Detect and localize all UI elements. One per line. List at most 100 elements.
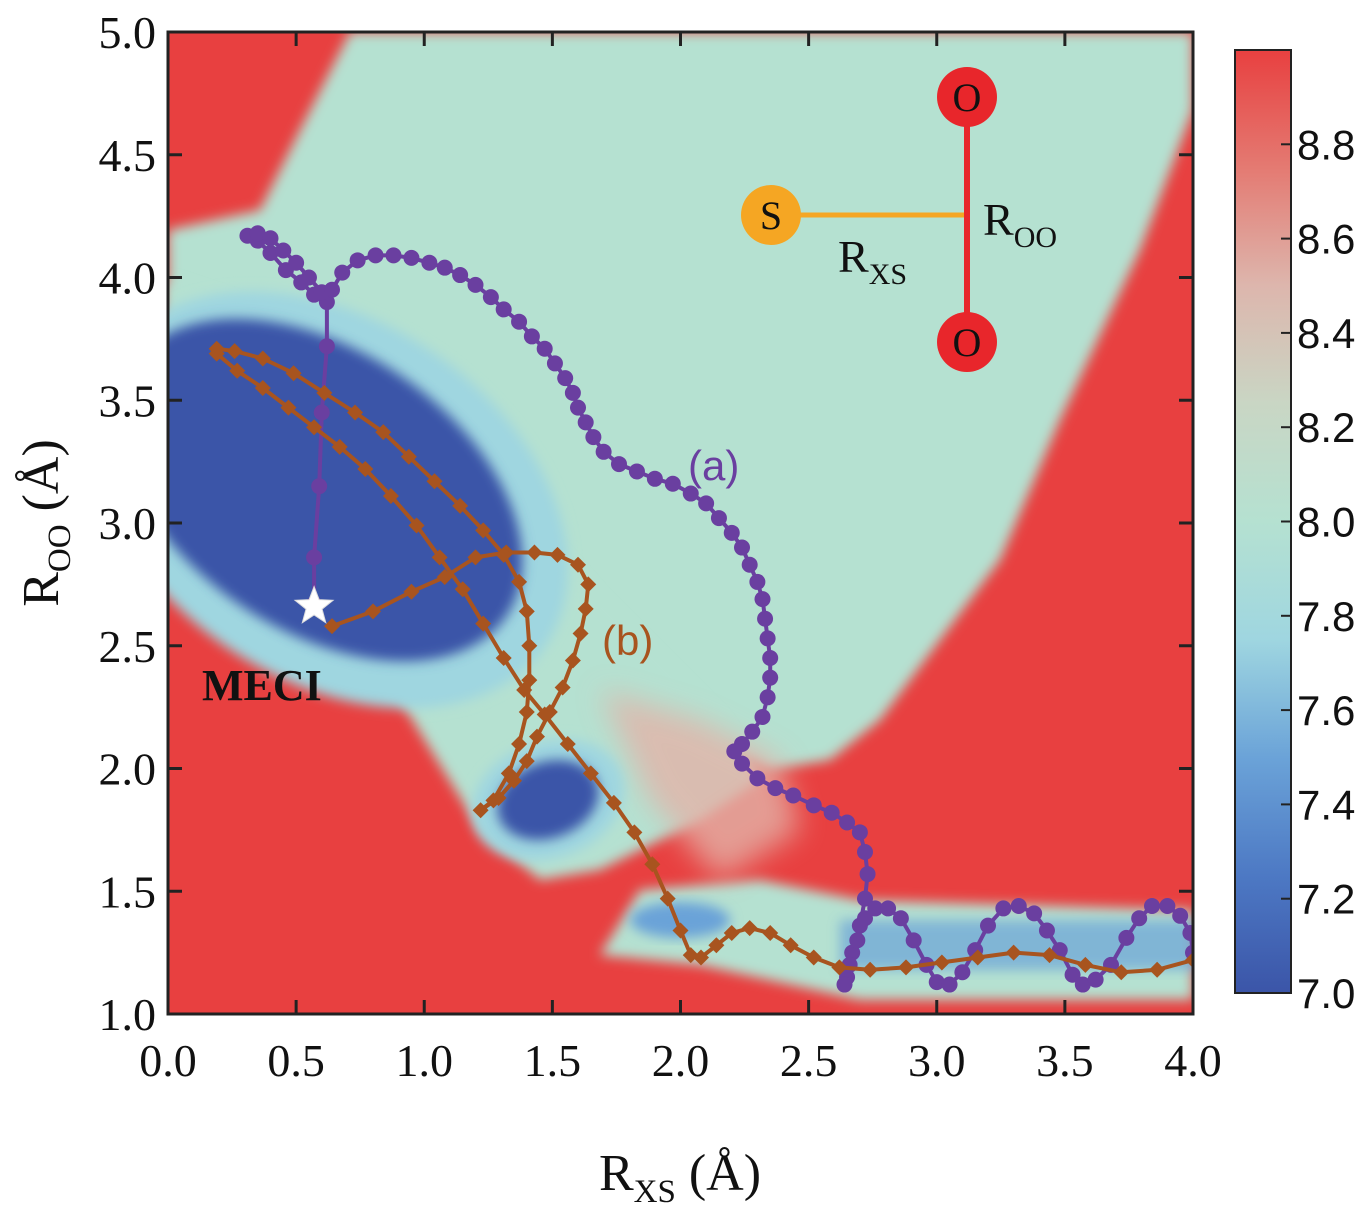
data-point — [467, 276, 484, 293]
data-point — [288, 254, 305, 271]
data-point — [365, 603, 381, 620]
data-point — [546, 355, 563, 372]
colorbar-tick-label: 7.6 — [1297, 687, 1355, 734]
data-point — [1172, 907, 1189, 924]
colorbar-tick-label: 7.8 — [1297, 593, 1355, 640]
colorbar-ticks: 7.0 7.2 7.4 7.6 7.8 8.0 8.2 8.4 8.6 8.8 — [1281, 121, 1355, 1017]
x-axis-title: RXS (Å) — [599, 1145, 761, 1210]
data-point — [454, 581, 471, 598]
data-point — [693, 949, 709, 966]
meci-label: MECI — [202, 661, 322, 710]
data-point — [367, 247, 384, 264]
data-point — [324, 281, 340, 298]
data-point — [254, 379, 271, 396]
data-point — [518, 603, 535, 620]
y-tick-label: 4.5 — [99, 130, 157, 181]
colorbar-tick-label: 7.4 — [1297, 781, 1355, 828]
series-b — [208, 340, 1193, 981]
data-point — [482, 289, 499, 306]
data-point — [1087, 971, 1104, 988]
data-point — [475, 522, 492, 539]
data-point — [1159, 897, 1176, 914]
meci-star — [293, 585, 335, 624]
y-tick-label: 4.0 — [99, 253, 157, 304]
data-point — [577, 414, 594, 431]
data-point — [1077, 956, 1094, 973]
data-point — [511, 313, 528, 330]
x-tick-label: 0.5 — [267, 1035, 325, 1086]
data-point — [741, 920, 758, 937]
data-point — [626, 824, 643, 841]
data-point — [318, 338, 335, 355]
data-point — [311, 478, 328, 495]
data-point — [851, 824, 868, 841]
data-point — [523, 328, 540, 345]
data-point — [564, 652, 581, 669]
data-point — [452, 267, 469, 284]
data-point — [1074, 976, 1091, 993]
data-point — [518, 753, 535, 770]
data-point — [698, 495, 715, 512]
data-point — [805, 797, 822, 814]
data-point — [646, 470, 663, 487]
data-point — [570, 556, 586, 573]
data-point — [905, 932, 922, 949]
data-point — [741, 556, 758, 573]
data-point — [762, 650, 779, 667]
x-tick-label: 0.0 — [139, 1035, 197, 1086]
data-point — [710, 510, 727, 527]
data-point — [408, 517, 425, 534]
data-point — [933, 954, 950, 971]
data-point — [754, 708, 771, 725]
data-point — [511, 573, 528, 590]
data-point — [1113, 964, 1130, 981]
data-point — [759, 689, 776, 706]
data-point — [249, 225, 266, 242]
data-point — [577, 600, 594, 617]
data-point — [867, 900, 884, 917]
colorbar-tick-label: 8.0 — [1297, 499, 1355, 546]
data-point — [467, 549, 484, 566]
x-tick-label: 3.5 — [1036, 1035, 1094, 1086]
colorbar: 7.0 7.2 7.4 7.6 7.8 8.0 8.2 8.4 8.6 8.8 — [1234, 49, 1355, 1017]
data-point — [762, 669, 779, 686]
data-point — [1026, 905, 1043, 922]
series-a — [239, 225, 1193, 993]
data-point — [313, 404, 330, 421]
y-tick-label: 3.5 — [99, 375, 157, 426]
data-point — [744, 723, 761, 740]
data-point — [559, 735, 576, 752]
data-point — [759, 630, 776, 647]
colorbar-tick-label: 8.8 — [1297, 121, 1355, 168]
data-point — [734, 539, 750, 556]
data-point — [1005, 944, 1022, 961]
data-point — [564, 384, 581, 401]
colorbar-tick-label: 8.2 — [1297, 404, 1355, 451]
data-point — [536, 706, 553, 723]
data-point — [254, 350, 271, 367]
data-point — [554, 679, 571, 696]
data-point — [485, 792, 502, 809]
axis-ticks: 0.0 0.5 1.0 1.5 2.0 2.5 3.0 3.5 4.0 1.0 1.5 2.0 2.5 3… — [99, 7, 1222, 1086]
data-point — [495, 546, 512, 563]
data-point — [762, 924, 779, 941]
data-point — [549, 546, 566, 563]
data-point — [431, 549, 448, 566]
heatmap-basin-small-core — [497, 760, 599, 840]
y-tick-label: 5.0 — [99, 7, 157, 58]
data-point — [767, 780, 784, 797]
data-point — [275, 242, 292, 259]
data-point — [831, 959, 848, 976]
data-point — [857, 890, 873, 907]
data-point — [1144, 897, 1160, 914]
data-point — [672, 922, 689, 939]
data-point — [836, 976, 853, 993]
data-point — [605, 794, 622, 811]
data-point — [880, 900, 897, 917]
data-point — [849, 932, 866, 949]
data-point — [1010, 897, 1027, 914]
data-point — [749, 573, 766, 590]
colorbar-tick-label: 7.0 — [1297, 970, 1355, 1017]
data-point — [495, 650, 512, 667]
